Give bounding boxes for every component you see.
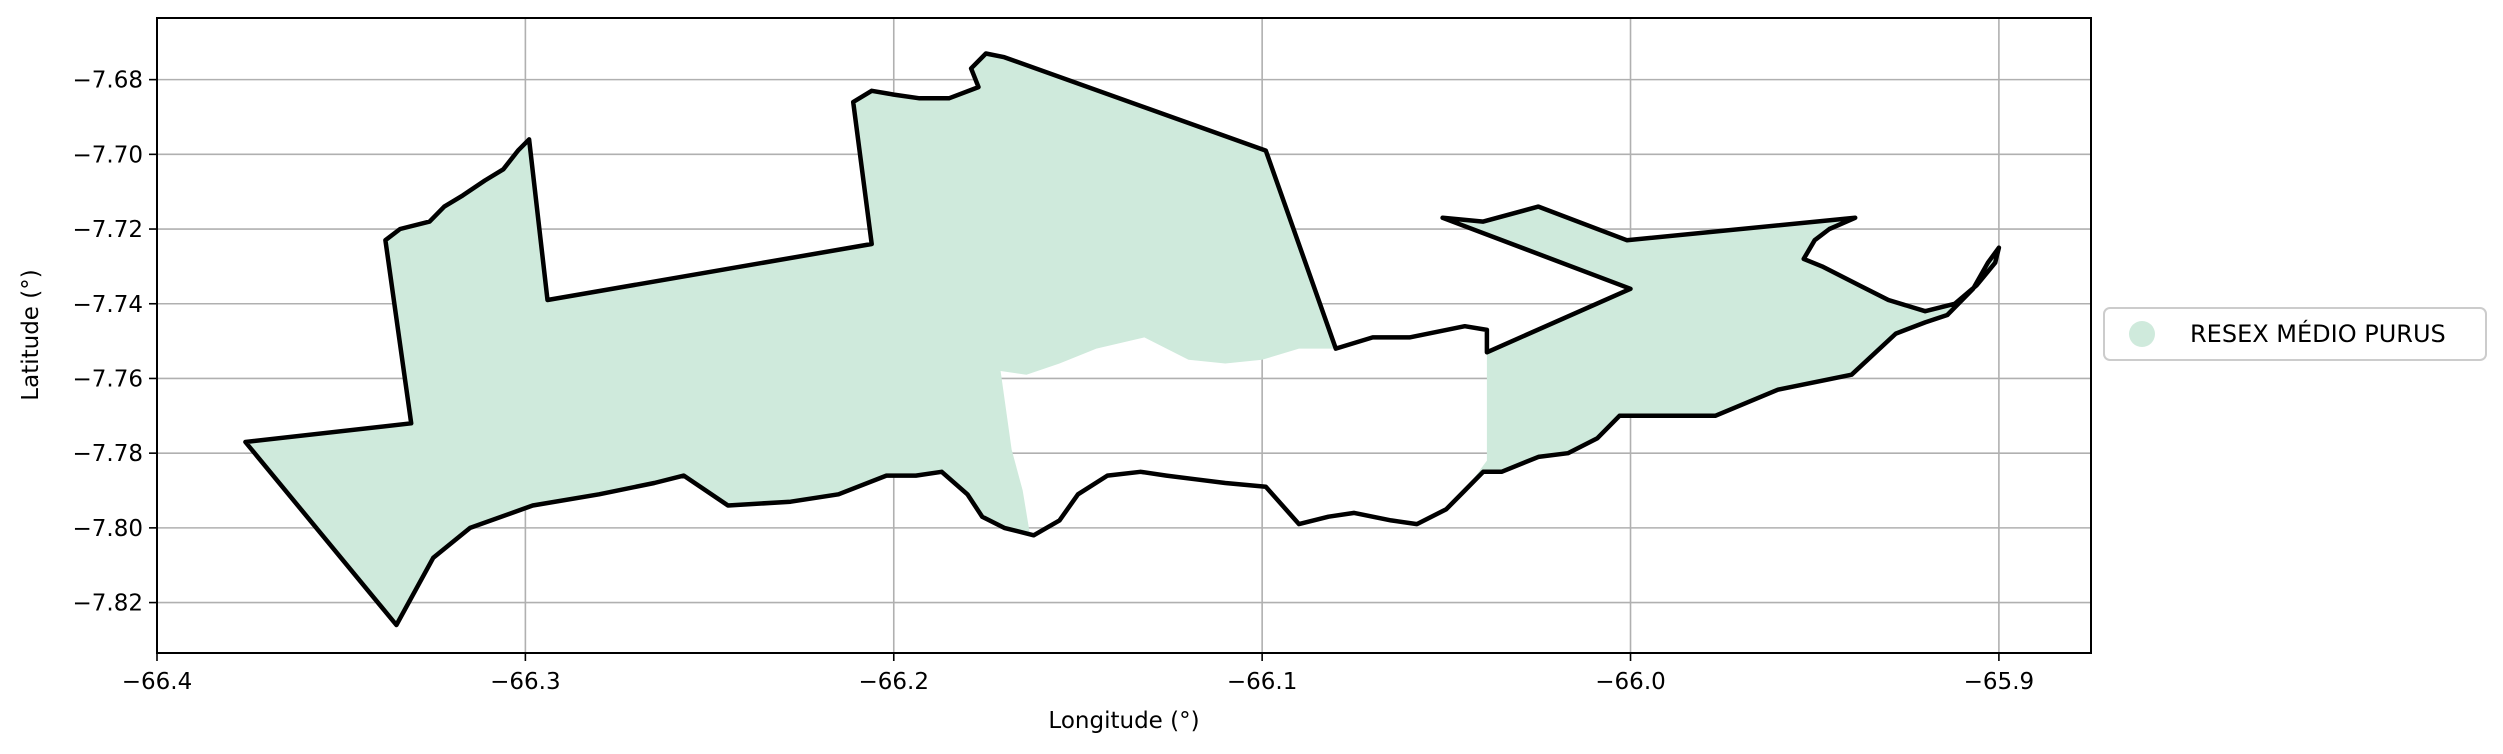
x-tick-label: −66.2 bbox=[859, 669, 929, 695]
y-axis-title: Latitude (°) bbox=[18, 269, 44, 400]
x-axis-title: Longitude (°) bbox=[1048, 708, 1199, 734]
y-tick-label: −7.70 bbox=[73, 142, 143, 168]
x-tick-label: −66.4 bbox=[122, 669, 192, 695]
y-tick-label: −7.78 bbox=[73, 441, 143, 467]
x-tick-label: −65.9 bbox=[1964, 669, 2034, 695]
legend-marker-resex-medio-purus bbox=[2129, 321, 2155, 347]
legend: RESEX MÉDIO PURUS bbox=[2104, 308, 2486, 360]
y-tick-label: −7.72 bbox=[73, 217, 143, 243]
x-tick-label: −66.0 bbox=[1595, 669, 1665, 695]
x-tick-label: −66.3 bbox=[490, 669, 560, 695]
y-tick-label: −7.76 bbox=[73, 366, 143, 392]
y-tick-label: −7.68 bbox=[73, 68, 143, 94]
y-tick-label: −7.74 bbox=[73, 292, 143, 318]
legend-label-resex-medio-purus: RESEX MÉDIO PURUS bbox=[2190, 319, 2446, 348]
y-tick-label: −7.82 bbox=[73, 591, 143, 617]
y-tick-label: −7.80 bbox=[73, 516, 143, 542]
x-tick-label: −66.1 bbox=[1227, 669, 1297, 695]
